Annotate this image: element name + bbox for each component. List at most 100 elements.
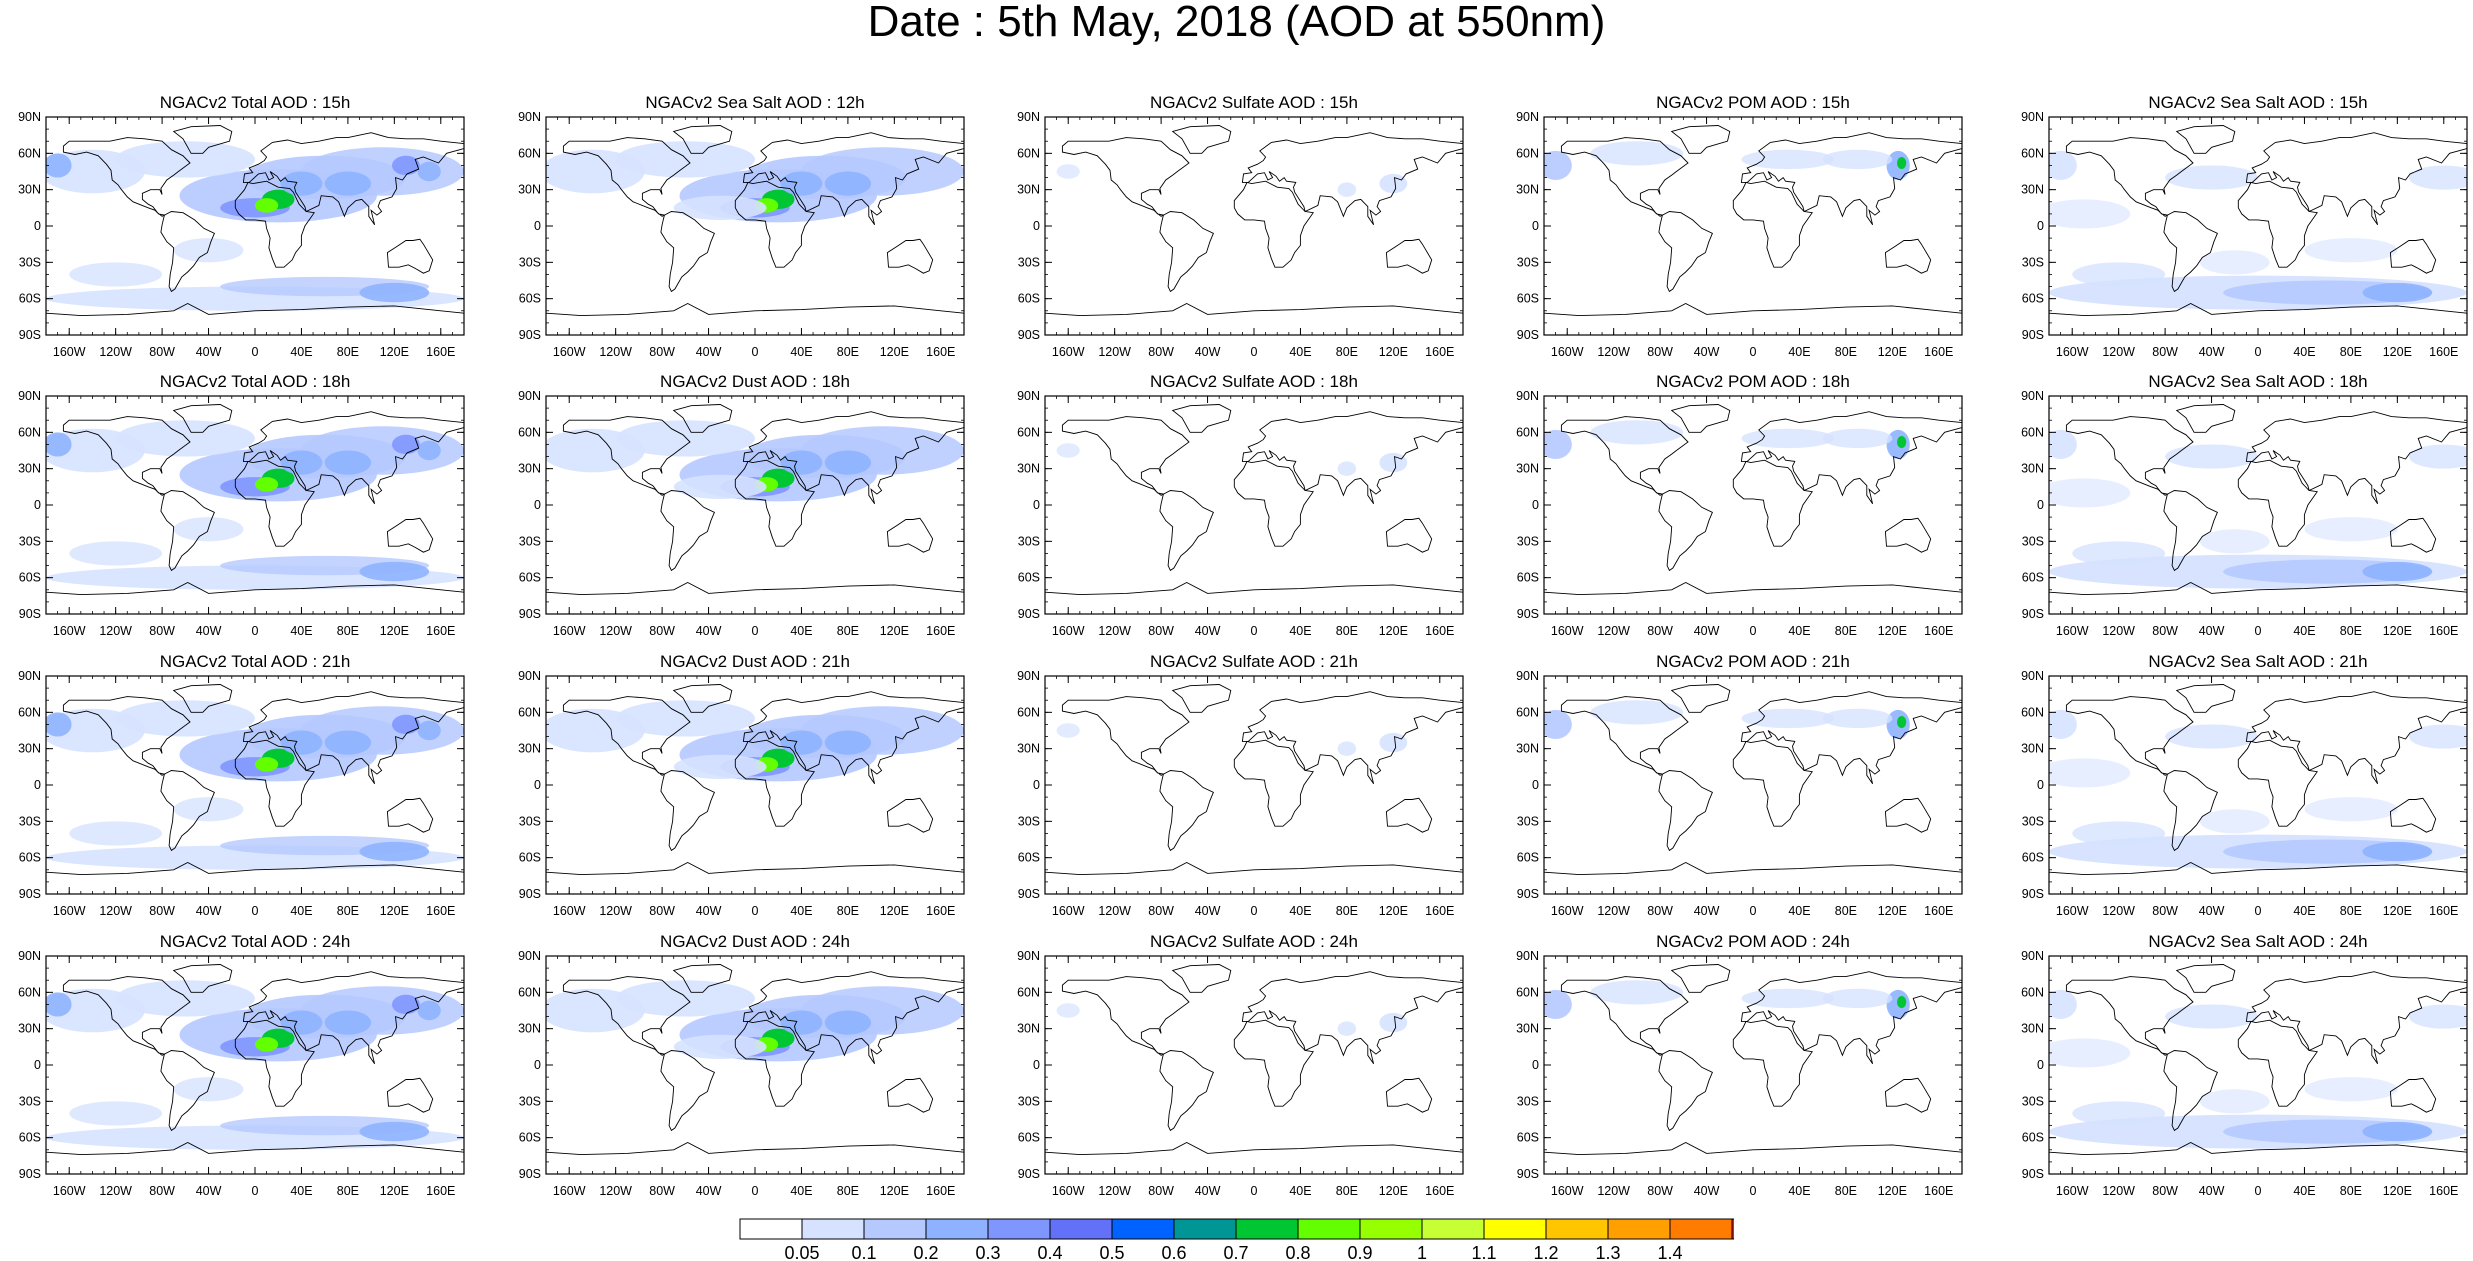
lon-tick-label: 120W [599, 1184, 632, 1198]
lat-tick-label: 60N [2021, 705, 2044, 719]
lon-tick-label: 80E [1336, 624, 1358, 638]
aod-region [801, 706, 964, 755]
map-frame [1044, 675, 1464, 895]
lon-tick-label: 160W [1052, 1184, 1085, 1198]
aod-region [69, 541, 163, 566]
aod-region [1741, 708, 1835, 729]
lat-tick-label: 60N [18, 705, 41, 719]
continent-outline [1241, 132, 1463, 226]
continent-outline [1740, 971, 1962, 1065]
aod-region [1896, 995, 1907, 1009]
map-panel: NGACv2 Total AOD : 24h 90N 60N 30N 0 30S 60S 90… [0, 931, 469, 1206]
continent-outline [62, 137, 191, 217]
continent-outline [1241, 691, 1463, 785]
aod-region [1590, 700, 1684, 725]
aod-field [46, 141, 464, 311]
panel-title: NGACv2 Sea Salt AOD : 12h [645, 93, 865, 112]
continent-outline [2163, 1050, 2218, 1132]
continent-outline [62, 696, 191, 776]
lat-tick-label: 0 [34, 498, 41, 512]
aod-region [824, 730, 872, 755]
antarctica-coast [1544, 861, 1962, 876]
lon-tick-label: 80W [2152, 1184, 2178, 1198]
continent-outline [1658, 770, 1713, 852]
colorbar-label: 0.9 [1347, 1243, 1372, 1261]
continent-outline [886, 1077, 934, 1113]
lon-tick-label: 160W [2056, 904, 2089, 918]
aod-region [46, 708, 145, 753]
lat-tick-label: 90S [519, 328, 541, 342]
aod-region [2199, 250, 2270, 275]
aod-region [2072, 541, 2166, 566]
lat-tick-label: 60S [1018, 571, 1040, 585]
aod-region [1590, 141, 1684, 166]
lon-tick-label: 40W [1694, 345, 1720, 359]
lon-tick-label: 40W [1195, 1184, 1221, 1198]
lat-tick-label: 60S [1517, 1131, 1539, 1145]
aod-region [417, 440, 441, 461]
map-frame [1044, 395, 1464, 615]
aod-field [546, 700, 964, 782]
lat-tick-label: 90S [1517, 887, 1539, 901]
lon-tick-label: 80W [149, 1184, 175, 1198]
lat-tick-label: 60N [18, 146, 41, 160]
continent-outline [1560, 696, 1689, 776]
lon-tick-label: 160E [1425, 345, 1454, 359]
lat-tick-label: 60S [2022, 571, 2044, 585]
colorbar-label: 0.4 [1037, 1243, 1062, 1261]
lat-tick-label: 90N [2021, 110, 2044, 124]
lat-tick-label: 60N [1017, 705, 1040, 719]
map-panel: NGACv2 Total AOD : 18h 90N 60N 30N 0 30S 60S 90… [0, 371, 469, 646]
continent-outline [172, 964, 233, 993]
colorbar-box [1297, 1218, 1361, 1240]
aod-region [1056, 443, 1080, 458]
lon-tick-label: 120W [1098, 904, 1131, 918]
aod-region [2408, 165, 2467, 190]
lon-tick-label: 120W [1098, 1184, 1131, 1198]
aod-region [46, 153, 72, 178]
lat-tick-label: 90S [1517, 328, 1539, 342]
panel-title: NGACv2 POM AOD : 18h [1656, 372, 1850, 391]
lon-tick-label: 40W [696, 904, 722, 918]
lat-tick-label: 60S [1517, 571, 1539, 585]
coastlines [1544, 404, 1962, 596]
map-plot: 90N 60N 30N 0 30S 60S 90S 160W 120W 80W 40W 0 40E 80E… [18, 669, 465, 918]
lon-tick-label: 80E [337, 1184, 359, 1198]
aod-field [46, 420, 464, 590]
lon-tick-label: 40E [1289, 624, 1311, 638]
continent-outline [1560, 976, 1689, 1056]
colorbar-label: 0.5 [1099, 1243, 1124, 1261]
lon-tick-label: 80W [149, 624, 175, 638]
lon-tick-label: 80E [1835, 624, 1857, 638]
aod-region [69, 1101, 163, 1126]
lat-tick-label: 30N [18, 462, 41, 476]
lon-tick-label: 120E [2383, 624, 2412, 638]
continent-outline [1884, 1077, 1932, 1113]
continent-outline [2237, 1019, 2318, 1107]
lat-tick-label: 30S [519, 1094, 541, 1108]
aod-region [1896, 715, 1907, 729]
lon-tick-label: 80E [337, 904, 359, 918]
lon-tick-label: 80E [837, 1184, 859, 1198]
aod-region [2362, 561, 2433, 582]
coastlines [2049, 404, 2467, 596]
aod-field [546, 420, 964, 502]
lat-tick-label: 30N [518, 742, 541, 756]
lat-tick-label: 90S [19, 607, 41, 621]
continent-outline [1233, 459, 1314, 547]
map-frame [1044, 955, 1464, 1175]
lon-tick-label: 160E [2429, 624, 2458, 638]
lat-tick-label: 0 [1532, 498, 1539, 512]
map-plot: 90N 60N 30N 0 30S 60S 90S 160W 120W 80W 40W 0 40E 80E… [1516, 669, 1963, 918]
lon-tick-label: 160W [1551, 1184, 1584, 1198]
colorbar-label: 0.05 [784, 1243, 819, 1261]
lat-tick-label: 60S [19, 851, 41, 865]
continent-outline [1171, 404, 1232, 433]
lon-tick-label: 120E [880, 624, 909, 638]
coastlines [1544, 964, 1962, 1156]
aod-region [546, 988, 645, 1033]
coastlines [46, 404, 464, 596]
lon-tick-label: 160E [426, 904, 455, 918]
aod-region [1590, 980, 1684, 1005]
aod-region [417, 161, 441, 182]
